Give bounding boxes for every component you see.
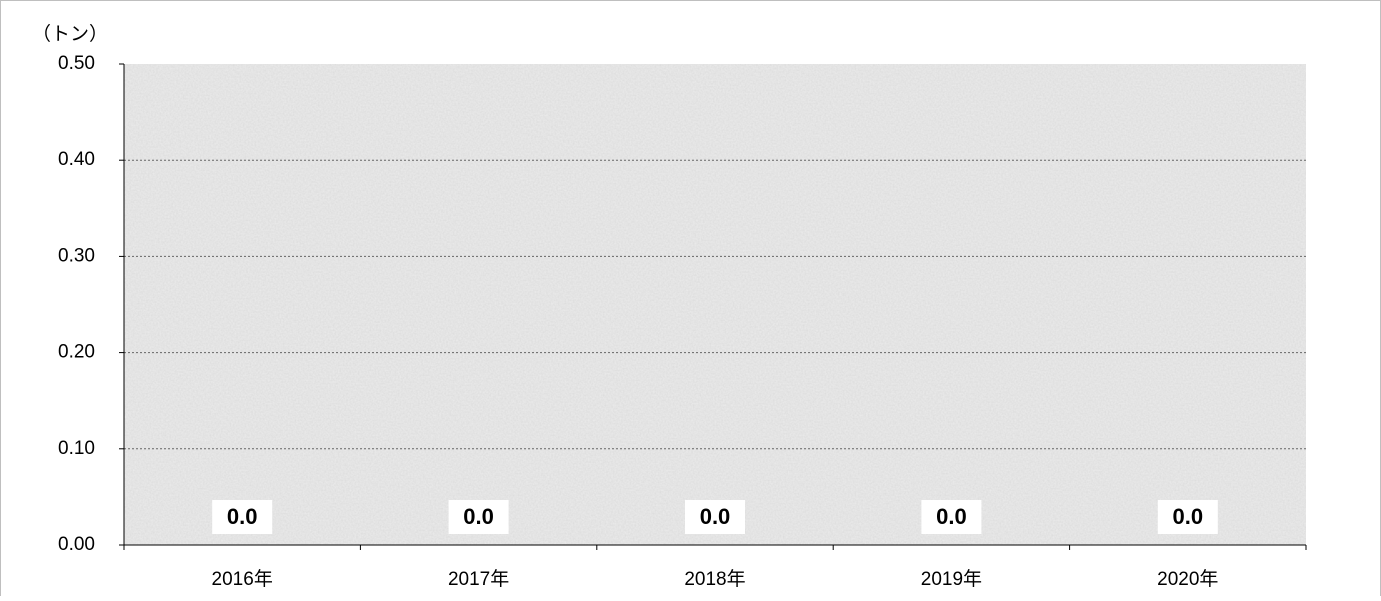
value-label: 0.0	[700, 504, 731, 529]
plot-area	[124, 64, 1306, 545]
y-tick-label: 0.40	[58, 149, 95, 170]
value-label-box	[212, 500, 273, 534]
value-label-box	[1157, 500, 1218, 534]
value-label: 0.0	[936, 504, 967, 529]
value-label: 0.0	[463, 504, 494, 529]
x-tick-label: 2017年	[448, 568, 509, 590]
y-tick-label: 0.00	[58, 534, 95, 555]
value-label-box	[921, 500, 982, 534]
value-label: 0.0	[227, 504, 258, 529]
y-axis-label: （トン）	[32, 23, 108, 45]
y-tick-label: 0.10	[58, 438, 95, 459]
x-tick-label: 2016年	[212, 568, 273, 590]
value-label-box	[685, 500, 745, 534]
value-label-box	[448, 500, 509, 534]
x-tick-label: 2020年	[1157, 568, 1218, 590]
y-tick-label: 0.20	[58, 342, 95, 363]
x-tick-label: 2019年	[921, 568, 982, 590]
x-tick-label: 2018年	[684, 568, 745, 590]
y-tick-label: 0.50	[58, 53, 95, 74]
y-tick-label: 0.30	[58, 245, 95, 266]
value-label: 0.0	[1173, 504, 1204, 529]
